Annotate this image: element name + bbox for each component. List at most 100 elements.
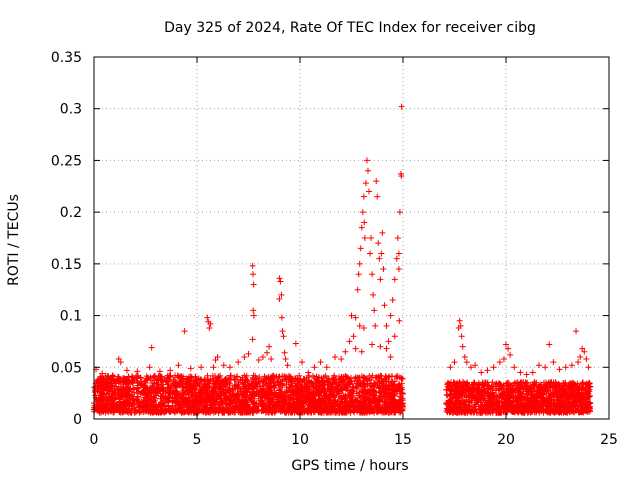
- data-point: [96, 407, 103, 414]
- data-point: [256, 390, 263, 397]
- data-point: [241, 353, 248, 360]
- data-point: [273, 400, 280, 407]
- data-point: [282, 356, 289, 363]
- data-point: [370, 291, 377, 298]
- data-point: [264, 349, 271, 356]
- data-point: [168, 384, 175, 391]
- data-point: [294, 388, 301, 395]
- data-point: [181, 328, 188, 335]
- data-point: [219, 400, 226, 407]
- data-point: [268, 356, 275, 363]
- data-point: [396, 384, 403, 391]
- data-point: [157, 373, 164, 380]
- data-point: [93, 396, 100, 403]
- data-point: [202, 396, 209, 403]
- data-point: [273, 373, 280, 380]
- data-point: [155, 401, 162, 408]
- data-point: [490, 364, 497, 371]
- data-point: [163, 377, 170, 384]
- data-point: [377, 343, 384, 350]
- data-point: [145, 389, 152, 396]
- data-point: [387, 312, 394, 319]
- data-point: [451, 359, 458, 366]
- data-point: [312, 384, 319, 391]
- data-point: [287, 396, 294, 403]
- data-point: [306, 385, 313, 392]
- data-point: [393, 255, 400, 262]
- data-point: [347, 389, 354, 396]
- data-point: [281, 397, 288, 404]
- data-point: [484, 367, 491, 374]
- data-point: [255, 395, 262, 402]
- data-point: [277, 278, 284, 285]
- data-point: [186, 394, 193, 401]
- data-point: [358, 348, 365, 355]
- data-point: [250, 307, 257, 314]
- data-point: [148, 408, 155, 415]
- data-point: [182, 400, 189, 407]
- data-point: [209, 389, 216, 396]
- data-point: [390, 408, 397, 415]
- data-point: [143, 375, 150, 382]
- data-point: [360, 395, 367, 402]
- data-point: [178, 390, 185, 397]
- data-point: [233, 395, 240, 402]
- data-point: [324, 378, 331, 385]
- data-point: [249, 376, 256, 383]
- data-point: [244, 377, 251, 384]
- data-point: [575, 359, 582, 366]
- data-point: [393, 399, 400, 406]
- data-point: [245, 350, 252, 357]
- data-point: [314, 377, 321, 384]
- data-point: [259, 407, 266, 414]
- data-point: [198, 364, 205, 371]
- data-point: [573, 328, 580, 335]
- data-point: [166, 388, 173, 395]
- data-point: [346, 398, 353, 405]
- data-point: [458, 333, 465, 340]
- data-point: [342, 406, 349, 413]
- data-point: [250, 281, 257, 288]
- data-point: [355, 271, 362, 278]
- data-point: [367, 398, 374, 405]
- axis-ticks: [93, 56, 610, 420]
- data-point: [375, 240, 382, 247]
- data-point: [223, 404, 230, 411]
- data-point: [347, 403, 354, 410]
- data-point: [237, 387, 244, 394]
- data-point: [288, 405, 295, 412]
- data-point: [331, 405, 338, 412]
- data-point: [98, 393, 105, 400]
- data-point: [147, 409, 154, 416]
- data-point: [307, 398, 314, 405]
- data-point: [249, 336, 256, 343]
- data-point: [371, 307, 378, 314]
- data-point: [292, 383, 299, 390]
- data-point: [398, 103, 405, 110]
- data-point: [396, 209, 403, 216]
- data-point: [305, 404, 312, 411]
- data-point: [232, 403, 239, 410]
- data-point: [463, 359, 470, 366]
- data-point: [373, 178, 380, 185]
- data-point: [341, 393, 348, 400]
- data-point: [207, 376, 214, 383]
- data-point: [456, 317, 463, 324]
- data-point: [577, 353, 584, 360]
- data-point: [232, 409, 239, 416]
- data-point: [372, 381, 379, 388]
- data-point: [367, 250, 374, 257]
- data-point: [141, 387, 148, 394]
- data-point: [304, 407, 311, 414]
- data-point: [105, 373, 112, 380]
- data-point: [145, 395, 152, 402]
- data-point: [395, 250, 402, 257]
- data-point: [266, 343, 273, 350]
- data-point: [241, 383, 248, 390]
- data-point: [194, 405, 201, 412]
- data-point: [230, 391, 237, 398]
- data-point: [113, 405, 120, 412]
- data-point: [369, 391, 376, 398]
- data-point: [204, 314, 211, 321]
- data-point: [369, 341, 376, 348]
